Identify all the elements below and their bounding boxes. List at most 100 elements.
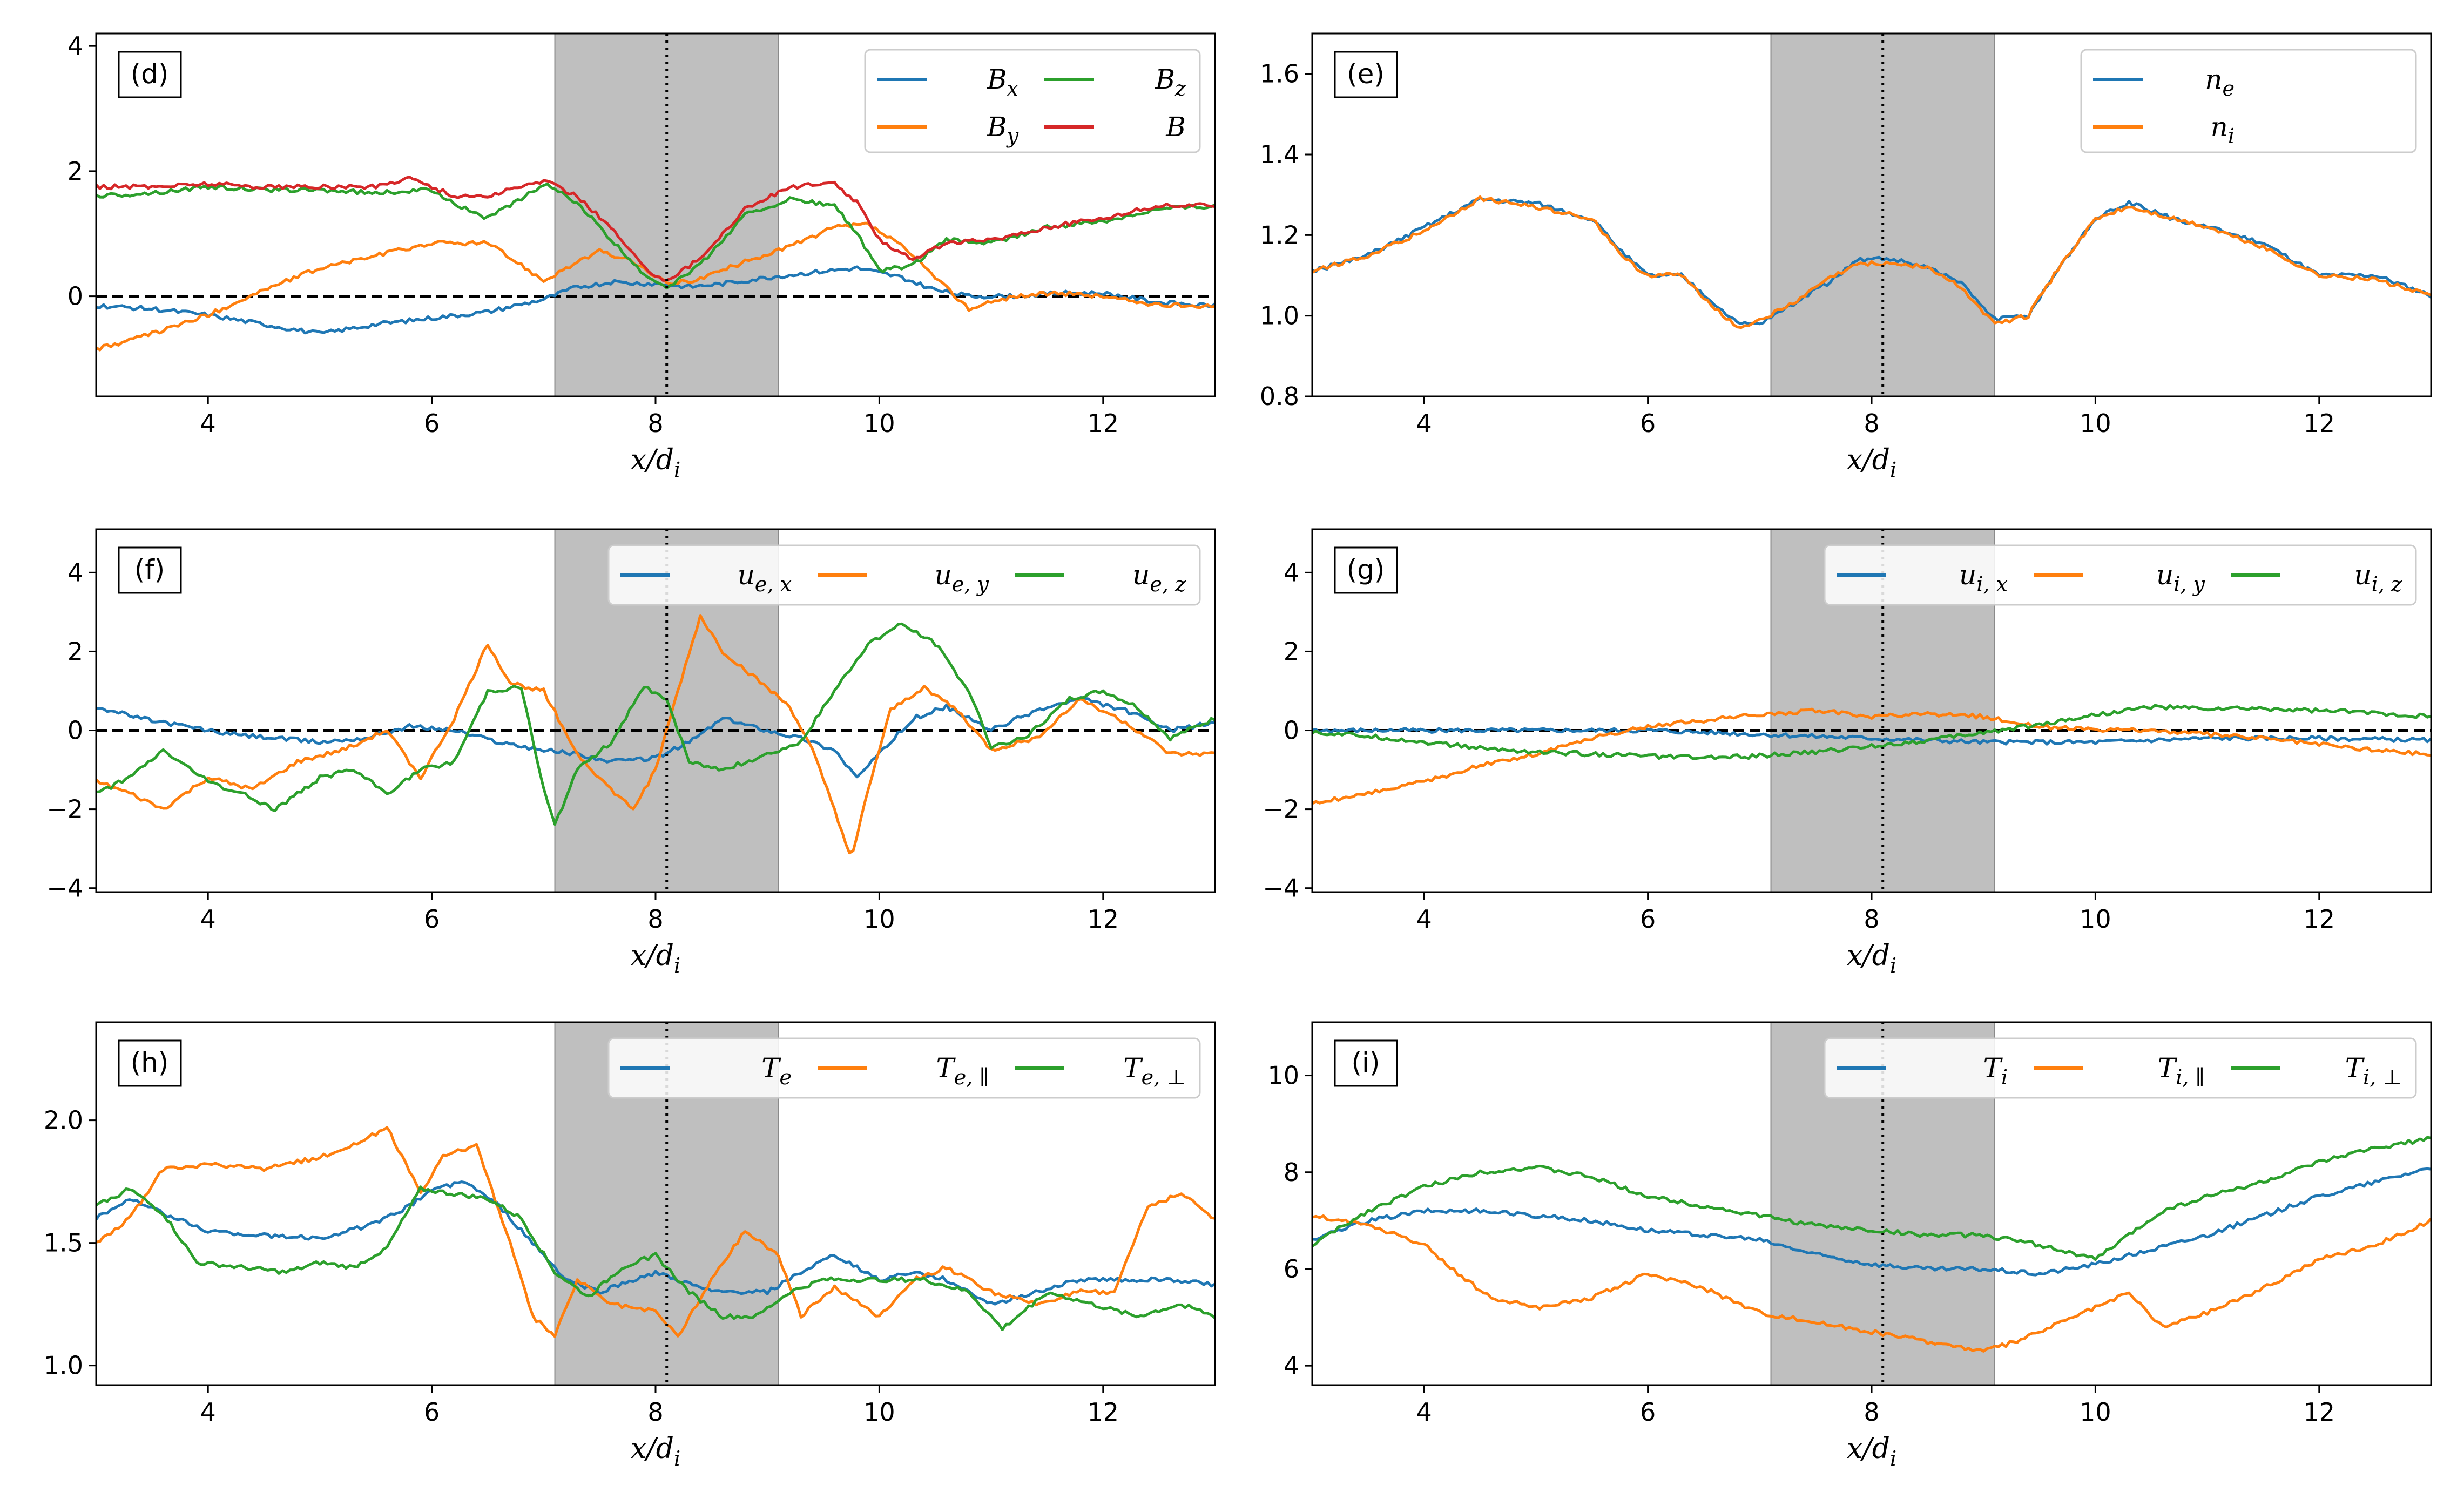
x-tick-label: 6 [1640,409,1656,438]
series-line-ue,x [96,696,1215,779]
x-tick-label: 8 [647,1398,663,1427]
y-tick-label: 0 [68,282,83,311]
series-line-ni [1312,195,2431,329]
series-line-Te,∥ [96,1126,1215,1338]
series-line-Te,⊥ [96,1185,1215,1331]
y-tick-label: 6 [1284,1254,1299,1284]
panel-label: (d) [131,58,169,90]
series-line-Te [96,1180,1215,1306]
y-tick-label: 1.5 [44,1228,83,1258]
series-line-Ti,∥ [1312,1214,2431,1353]
y-tick-label: 1.6 [1260,59,1299,89]
legend-frame [608,544,1201,606]
y-tick-label: 1.0 [1260,301,1299,330]
panel-label-box [118,1040,182,1087]
shaded-region [1770,33,1995,397]
series-group [1312,1136,2431,1353]
x-tick-label: 10 [2080,1398,2111,1427]
panel-label-box [1334,51,1398,98]
panel-label-box [1334,546,1398,594]
x-tick-label: 8 [1864,409,1879,438]
x-tick-label: 6 [424,905,440,934]
x-tick-label: 6 [424,409,440,438]
y-tick-label: 0 [68,716,83,745]
x-tick-label: 6 [1640,1398,1656,1427]
chart-panel-h: 4 6 8 10 121.01.52.0x/di(h) Te Te, ∥ Te, ⊥ [44,1021,1216,1470]
series-line-ui,z [1312,704,2431,760]
x-axis-label: x/di [1847,1433,1896,1470]
y-tick-label: 4 [1284,558,1299,587]
series-line-ne [1312,196,2431,326]
panel-label: (i) [1352,1047,1380,1078]
y-tick-label: 0 [1284,716,1299,745]
y-tick-label: −4 [46,874,83,903]
x-tick-label: 10 [863,409,895,438]
series-line-Ti [1312,1167,2431,1277]
panel-label: (g) [1347,554,1385,585]
series-line-B [96,176,1215,282]
y-tick-label: 2 [68,157,83,186]
y-tick-label: 10 [1267,1061,1299,1090]
x-tick-label: 4 [200,409,216,438]
series-group [96,1126,1215,1338]
y-tick-label: 8 [1284,1158,1299,1187]
x-tick-label: 10 [2080,409,2111,438]
chart-panel-f: 4 6 8 10 12 −4 −2 0 2 4 x/di (f) ue, x ue, y ue, z [46,528,1216,977]
x-tick-label: 6 [1640,905,1656,934]
y-tick-label: 2 [68,637,83,666]
legend-label-Ti,∥: Ti, ∥ [2158,1052,2205,1089]
series-group [1312,195,2431,329]
panel-label: (h) [131,1047,169,1078]
series-group [96,614,1215,855]
legend-label-Te,∥: Te, ∥ [936,1052,989,1089]
legend-frame [864,49,1201,153]
panel-label-box [118,51,182,98]
legend-frame [2080,49,2417,153]
y-tick-label: 2 [1284,637,1299,666]
legend: ue, x ue, y ue, z [608,544,1201,606]
y-tick-label: −2 [1263,795,1299,824]
x-tick-label: 8 [647,409,663,438]
x-tick-label: 4 [200,1398,216,1427]
series-group [1312,704,2431,805]
panel-label-box [118,546,182,594]
chart-panel-g: 4 6 8 10 12 −4 −2 0 2 4 x/di (g) ui, x ui, y ui, z [1263,528,2432,977]
series-line-ui,y [1312,707,2431,805]
x-tick-label: 4 [1416,905,1432,934]
panel-label-box [1334,1040,1398,1087]
series-line-ue,y [96,614,1215,855]
chart-panel-i: 4 6 8 10 12 4 6 8 10 x/di (i) Ti Ti, ∥ Ti, ⊥ [1267,1021,2432,1470]
x-tick-label: 12 [1088,1398,1119,1427]
legend-frame [608,1037,1201,1099]
x-tick-label: 4 [200,905,216,934]
legend: Ti Ti, ∥ Ti, ⊥ [1824,1037,2417,1099]
y-tick-label: 2.0 [44,1106,83,1135]
x-axis-label: x/di [1847,444,1896,482]
panel-label: (e) [1347,58,1385,90]
legend: Te Te, ∥ Te, ⊥ [608,1037,1201,1099]
y-tick-label: 4 [68,558,83,587]
x-tick-label: 10 [863,905,895,934]
x-tick-label: 6 [424,1398,440,1427]
panel-label: (f) [134,554,165,585]
x-tick-label: 12 [1088,905,1119,934]
series-group [96,176,1215,352]
series-line-Ti,⊥ [1312,1136,2431,1261]
series-line-ue,z [96,622,1215,826]
x-tick-label: 10 [863,1398,895,1427]
y-tick-label: 1.4 [1260,140,1299,169]
y-tick-label: −4 [1263,874,1299,903]
series-line-ui,x [1312,727,2431,746]
y-tick-label: 4 [68,31,83,60]
y-tick-label: 4 [1284,1351,1299,1380]
y-tick-label: 1.0 [44,1351,83,1380]
x-tick-label: 4 [1416,1398,1432,1427]
legend-label-B: B [1165,111,1186,143]
x-tick-label: 10 [2080,905,2111,934]
y-tick-label: 1.2 [1260,220,1299,249]
y-tick-label: 0.8 [1260,382,1299,411]
